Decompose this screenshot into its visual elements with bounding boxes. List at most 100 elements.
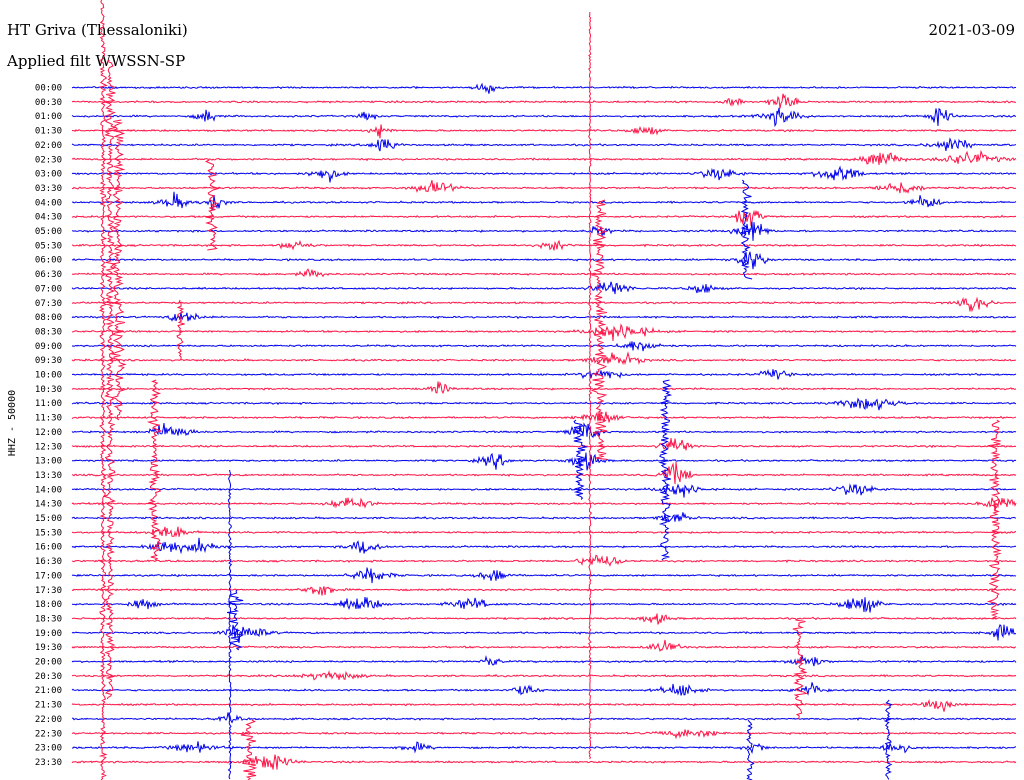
time-tick-label: 20:30 [35, 672, 62, 682]
trace-row [71, 682, 1017, 696]
time-tick-label: 13:00 [35, 457, 62, 467]
event-spike [658, 379, 673, 561]
trace-row [71, 497, 1017, 512]
event-spike [98, 0, 108, 780]
trace-row [71, 586, 1017, 596]
event-spike [572, 419, 589, 500]
trace-row [71, 729, 1017, 740]
event-spike [986, 419, 1002, 620]
trace-row [71, 567, 1017, 584]
time-tick-label: 08:30 [35, 327, 62, 337]
event-spike [883, 699, 893, 780]
event-spike [227, 469, 233, 780]
trace-row [71, 137, 1017, 152]
trace-row [71, 526, 1017, 538]
trace-row [71, 165, 1017, 183]
trace-row [71, 554, 1017, 567]
event-spike [103, 59, 118, 700]
time-tick-label: 07:30 [35, 299, 62, 309]
time-tick-label: 09:00 [35, 342, 62, 352]
time-tick-label: 18:00 [35, 600, 62, 610]
time-tick-label: 22:30 [35, 729, 62, 739]
trace-row [71, 296, 1017, 313]
trace-row [71, 438, 1017, 451]
event-spike [204, 159, 221, 251]
trace-row [71, 191, 1017, 212]
trace-row [71, 597, 1017, 613]
time-tick-label: 02:00 [35, 141, 62, 151]
date-label: 2021-03-09 [929, 21, 1015, 39]
time-tick-label: 03:30 [35, 184, 62, 194]
time-tick-label: 04:30 [35, 213, 62, 223]
trace-row [71, 82, 1017, 94]
trace-row [71, 712, 1017, 724]
trace-row [71, 124, 1017, 139]
event-spike [590, 199, 608, 460]
trace-row [71, 741, 1017, 755]
trace-row [71, 623, 1017, 643]
trace-row [71, 654, 1017, 667]
trace-row [71, 411, 1017, 423]
trace-row [71, 340, 1017, 352]
trace-row [71, 221, 1017, 241]
event-spike [176, 299, 185, 361]
trace-row [71, 397, 1017, 411]
trace-row [71, 281, 1017, 295]
time-tick-label: 19:00 [35, 629, 62, 639]
trace-row [71, 381, 1017, 395]
time-tick-label: 22:00 [35, 715, 62, 725]
trace-row [71, 754, 1017, 770]
trace-row [71, 669, 1017, 681]
time-tick-label: 08:00 [35, 313, 62, 323]
trace-row [71, 639, 1017, 653]
time-tick-label: 23:30 [35, 758, 62, 768]
trace-row [71, 268, 1017, 278]
trace-row [72, 452, 1017, 471]
time-tick-label: 11:00 [35, 399, 62, 409]
event-spike [240, 719, 258, 780]
trace-row [71, 107, 1016, 128]
trace-row [71, 512, 1017, 523]
event-spike [792, 619, 808, 720]
time-tick-label: 03:00 [35, 170, 62, 180]
trace-row [71, 422, 1017, 439]
event-spike [740, 179, 753, 280]
time-tick-label: 15:30 [35, 528, 62, 538]
time-tick-label: 00:00 [35, 84, 62, 94]
time-tick-label: 21:30 [35, 701, 62, 711]
time-tick-label: 01:00 [35, 112, 62, 122]
trace-row [71, 251, 1017, 270]
time-tick-label: 19:30 [35, 643, 62, 653]
time-tick-label: 06:00 [35, 256, 62, 266]
trace-row [71, 93, 1017, 109]
time-tick-label: 00:30 [35, 98, 62, 108]
time-tick-label: 14:30 [35, 500, 62, 510]
trace-row [71, 180, 1017, 194]
event-spike [227, 589, 245, 651]
trace-row [72, 323, 1017, 342]
time-tick-label: 11:30 [35, 414, 62, 424]
trace-row [71, 461, 1017, 485]
trace-row [71, 149, 1017, 166]
event-spike [110, 119, 127, 421]
trace-row [71, 483, 1017, 498]
time-tick-label: 10:00 [35, 371, 62, 381]
time-tick-label: 01:30 [35, 127, 62, 137]
time-tick-label: 06:30 [35, 270, 62, 280]
time-tick-label: 02:30 [35, 155, 62, 165]
event-spike [746, 719, 755, 780]
time-tick-label: 05:30 [35, 241, 62, 251]
trace-row [71, 613, 1017, 625]
time-tick-label: 23:00 [35, 744, 62, 754]
trace-row [71, 351, 1017, 366]
trace-row [71, 209, 1017, 227]
time-tick-label: 17:00 [35, 571, 62, 581]
time-tick-label: 18:30 [35, 614, 62, 624]
time-tick-label: 16:30 [35, 557, 62, 567]
filter-label: Applied filt WWSSN-SP [6, 52, 185, 70]
trace-row [71, 312, 1017, 322]
time-tick-label: 04:00 [35, 198, 62, 208]
time-tick-label: 20:00 [35, 658, 62, 668]
seismic-traces [71, 82, 1017, 770]
